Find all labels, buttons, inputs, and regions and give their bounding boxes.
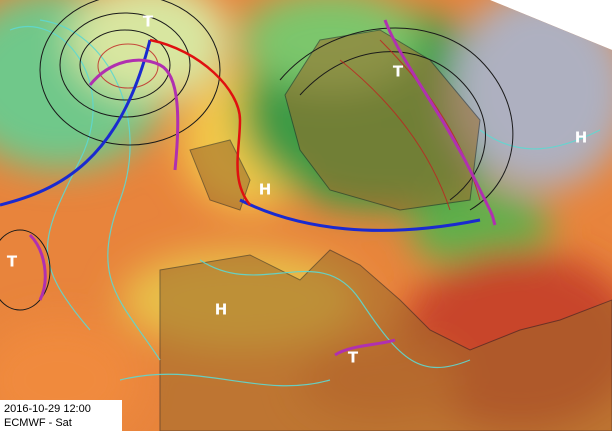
pressure-label: T	[393, 63, 404, 81]
pressure-label: T	[143, 13, 154, 31]
pressure-label: H	[215, 301, 228, 319]
pressure-label: H	[259, 181, 272, 199]
pressure-label: T	[348, 349, 359, 367]
pressure-label: H	[575, 129, 588, 147]
pressure-label: T	[7, 253, 18, 271]
timestamp: 2016-10-29 12:00	[4, 403, 91, 415]
caption-box	[0, 400, 122, 431]
source: ECMWF - Sat	[4, 417, 72, 429]
